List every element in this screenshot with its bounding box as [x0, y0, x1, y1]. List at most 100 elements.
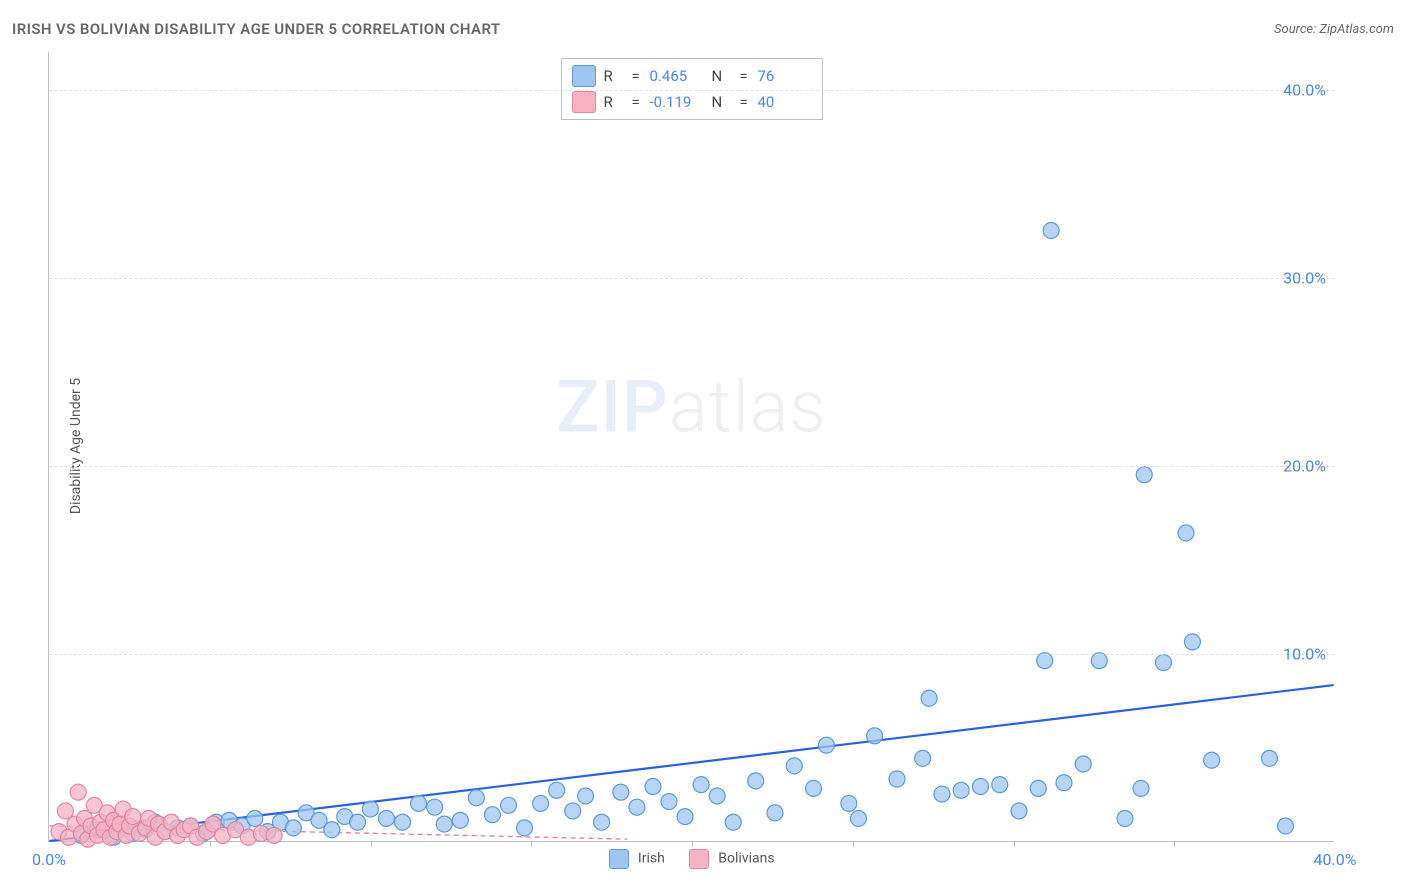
data-point-irish — [1043, 222, 1059, 238]
data-point-irish — [786, 758, 802, 774]
chart-title: IRISH VS BOLIVIAN DISABILITY AGE UNDER 5… — [12, 20, 501, 38]
data-point-irish — [378, 810, 394, 826]
x-tick — [531, 841, 532, 847]
data-point-irish — [992, 777, 1008, 793]
legend-swatch-irish-b — [608, 849, 628, 869]
data-point-irish — [565, 803, 581, 819]
data-point-irish — [1178, 525, 1194, 541]
data-point-irish — [921, 690, 937, 706]
data-point-irish — [1278, 818, 1294, 834]
data-point-irish — [452, 812, 468, 828]
data-point-irish — [468, 790, 484, 806]
data-point-irish — [517, 820, 533, 836]
gridline-h — [49, 654, 1334, 655]
data-point-irish — [767, 805, 783, 821]
data-point-irish — [1261, 750, 1277, 766]
data-point-irish — [953, 782, 969, 798]
data-point-bolivians — [266, 827, 282, 843]
data-point-irish — [677, 809, 693, 825]
legend-n-bolivians: 40 — [758, 93, 812, 111]
data-point-irish — [915, 750, 931, 766]
legend-r-irish: 0.465 — [650, 67, 704, 85]
x-tick-label: 40.0% — [1314, 850, 1357, 869]
x-tick — [210, 841, 211, 847]
data-point-irish — [661, 794, 677, 810]
data-point-irish — [1011, 803, 1027, 819]
data-point-bolivians — [125, 809, 141, 825]
legend-r-bolivians: -0.119 — [650, 93, 704, 111]
data-point-irish — [613, 784, 629, 800]
data-point-irish — [1075, 756, 1091, 772]
legend-item-irish: Irish — [608, 849, 664, 869]
data-point-irish — [500, 797, 516, 813]
data-point-irish — [1037, 653, 1053, 669]
legend-item-bolivians: Bolivians — [689, 849, 775, 869]
gridline-h — [49, 466, 1334, 467]
data-point-irish — [350, 814, 366, 830]
x-tick — [371, 841, 372, 847]
data-point-irish — [867, 728, 883, 744]
x-tick — [1174, 841, 1175, 847]
data-point-irish — [889, 771, 905, 787]
chart-svg — [49, 52, 1334, 841]
data-point-irish — [1133, 780, 1149, 796]
data-point-irish — [693, 777, 709, 793]
y-tick-label: 30.0% — [1283, 268, 1326, 287]
data-point-irish — [594, 814, 610, 830]
data-point-irish — [1184, 634, 1200, 650]
data-point-irish — [484, 807, 500, 823]
data-point-irish — [247, 810, 263, 826]
data-point-irish — [1156, 655, 1172, 671]
data-point-irish — [1056, 775, 1072, 791]
legend-n-irish: 76 — [758, 67, 812, 85]
data-point-irish — [285, 820, 301, 836]
y-tick-label: 40.0% — [1283, 80, 1326, 99]
legend-swatch-irish — [572, 65, 596, 87]
data-point-irish — [806, 780, 822, 796]
data-point-irish — [1091, 653, 1107, 669]
data-point-irish — [362, 801, 378, 817]
legend-label-bolivians: Bolivians — [718, 851, 774, 867]
y-tick-label: 20.0% — [1283, 456, 1326, 475]
data-point-irish — [629, 799, 645, 815]
data-point-irish — [395, 814, 411, 830]
data-point-irish — [1030, 780, 1046, 796]
data-point-irish — [645, 779, 661, 795]
data-point-irish — [934, 786, 950, 802]
data-point-irish — [850, 810, 866, 826]
data-point-irish — [549, 782, 565, 798]
legend-n-label: N — [712, 67, 732, 85]
data-point-irish — [818, 737, 834, 753]
data-point-irish — [324, 822, 340, 838]
legend-n-label: N — [712, 93, 732, 111]
legend-row-irish: R = 0.465 N = 76 — [572, 63, 812, 89]
source-label: Source: ZipAtlas.com — [1274, 22, 1394, 37]
legend-row-bolivians: R = -0.119 N = 40 — [572, 89, 812, 115]
x-tick — [1014, 841, 1015, 847]
data-point-irish — [709, 788, 725, 804]
legend-swatch-bolivians — [572, 91, 596, 113]
plot-area: ZIPatlas R = 0.465 N = 76 R = -0.119 N =… — [48, 52, 1334, 842]
data-point-irish — [1117, 810, 1133, 826]
data-point-irish — [972, 779, 988, 795]
gridline-h — [49, 278, 1334, 279]
data-point-irish — [427, 799, 443, 815]
legend-swatch-bolivians-b — [689, 849, 709, 869]
data-point-irish — [436, 816, 452, 832]
legend-label-irish: Irish — [638, 851, 665, 867]
data-point-irish — [1136, 467, 1152, 483]
legend-r-label: R — [604, 67, 624, 85]
x-tick-label: 0.0% — [32, 850, 66, 869]
y-tick-label: 10.0% — [1283, 644, 1326, 663]
x-tick — [853, 841, 854, 847]
legend-r-label: R — [604, 93, 624, 111]
gridline-h — [49, 90, 1334, 91]
data-point-irish — [841, 795, 857, 811]
x-tick — [692, 841, 693, 847]
data-point-irish — [1204, 752, 1220, 768]
data-point-irish — [533, 795, 549, 811]
data-point-irish — [725, 814, 741, 830]
data-point-bolivians — [70, 784, 86, 800]
series-legend: Irish Bolivians — [608, 849, 774, 869]
data-point-irish — [578, 788, 594, 804]
